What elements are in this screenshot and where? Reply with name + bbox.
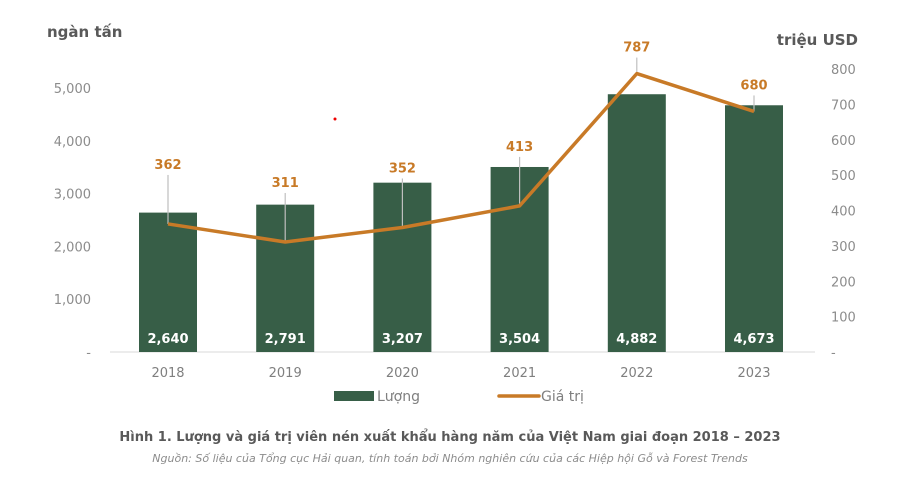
left-tick-label: - bbox=[86, 346, 91, 361]
right-tick-label: 400 bbox=[831, 205, 856, 220]
left-tick-label: 2,000 bbox=[54, 240, 91, 255]
x-tick-label: 2021 bbox=[503, 366, 536, 381]
left-tick-label: 4,000 bbox=[54, 135, 91, 150]
line-data-label: 413 bbox=[506, 140, 533, 155]
bar-2018 bbox=[139, 212, 197, 352]
right-axis-title: triệu USD bbox=[777, 31, 858, 49]
x-tick-label: 2023 bbox=[737, 366, 770, 381]
x-tick-label: 2019 bbox=[269, 366, 302, 381]
x-tick-label: 2022 bbox=[620, 366, 653, 381]
right-tick-label: 800 bbox=[831, 63, 856, 78]
bar-data-label: 3,207 bbox=[382, 332, 423, 347]
legend-swatch-luong bbox=[334, 391, 374, 401]
left-tick-label: 3,000 bbox=[54, 188, 91, 203]
right-tick-label: 500 bbox=[831, 169, 856, 184]
right-tick-label: 200 bbox=[831, 275, 856, 290]
line-data-label: 311 bbox=[272, 176, 299, 191]
left-tick-label: 1,000 bbox=[54, 293, 91, 308]
line-data-label: 680 bbox=[740, 78, 767, 93]
x-tick-label: 2018 bbox=[151, 366, 184, 381]
line-data-label: 362 bbox=[154, 158, 181, 173]
bar-2023 bbox=[725, 105, 783, 353]
red-dot-marker bbox=[333, 117, 337, 121]
figure-source: Nguồn: Số liệu của Tổng cục Hải quan, tí… bbox=[152, 452, 748, 465]
bar-2022 bbox=[607, 94, 666, 352]
right-tick-label: 300 bbox=[831, 240, 856, 255]
legend-label-luong: Lượng bbox=[377, 389, 420, 405]
right-tick-label: 100 bbox=[831, 311, 856, 326]
x-tick-label: 2020 bbox=[386, 366, 419, 381]
left-axis-title: ngàn tấn bbox=[47, 23, 122, 41]
left-tick-label: 5,000 bbox=[54, 82, 91, 97]
line-series-gia-tri bbox=[167, 71, 755, 244]
right-tick-label: 700 bbox=[831, 98, 856, 113]
chart: ngàn tấn triệu USD - 1,000 2,000 3,000 4,000 5,… bbox=[47, 23, 858, 405]
figure-title: Hình 1. Lượng và giá trị viên nén xuất k… bbox=[119, 430, 781, 445]
line-data-label: 787 bbox=[623, 41, 650, 56]
right-tick-label: - bbox=[831, 346, 836, 361]
bar-data-label: 2,640 bbox=[147, 332, 188, 347]
bar-data-label: 3,504 bbox=[499, 332, 540, 347]
line-data-label: 352 bbox=[389, 161, 416, 176]
bar-data-label: 2,791 bbox=[265, 332, 306, 347]
bar-data-label: 4,882 bbox=[616, 332, 657, 347]
right-tick-label: 600 bbox=[831, 134, 856, 149]
bar-data-label: 4,673 bbox=[733, 332, 774, 347]
legend-label-gia-tri: Giá trị bbox=[541, 389, 584, 405]
